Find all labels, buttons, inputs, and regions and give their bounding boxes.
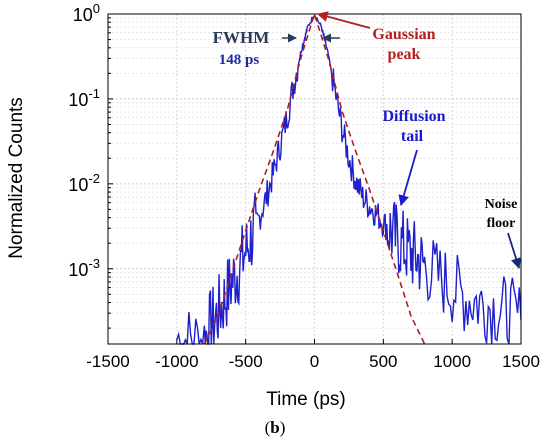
noise-floor-arrow — [507, 232, 522, 270]
grid-lines — [107, 13, 522, 344]
x-tick-label: 0 — [310, 352, 319, 371]
series-layer — [176, 11, 522, 345]
y-tick-label: 10-1 — [68, 86, 100, 110]
annotation-label: peak — [388, 46, 421, 63]
gaussian-fit-curve — [203, 11, 426, 345]
diffusion-tail-arrow — [398, 149, 418, 207]
y-tick-labels: 100 10-1 10-2 10-3 — [68, 1, 100, 280]
x-tick-labels: -1500 -1000 -500 0 500 1000 1500 — [86, 352, 540, 371]
annotation-label: 148 ps — [219, 52, 260, 68]
annotations-layer: FWHM 148 ps Gaussian peak Diffusion tail Noise… — [213, 11, 522, 270]
measured-trace — [176, 14, 522, 345]
caption-label: b — [270, 418, 280, 437]
y-axis-label: Normalized Counts — [6, 97, 27, 259]
y-tick-label: 10-3 — [68, 256, 100, 280]
x-axis-label: Time (ps) — [266, 389, 346, 410]
x-tick-label: 500 — [369, 352, 397, 371]
gaussian-peak-arrow — [316, 11, 371, 29]
annotation-label: Gaussian — [372, 26, 435, 43]
annotation-label: tail — [401, 128, 424, 145]
x-tick-label: -1000 — [155, 352, 198, 371]
figure-caption: (b) — [264, 418, 286, 437]
x-tick-label: 1000 — [433, 352, 471, 371]
annotation-label: Diffusion — [382, 108, 445, 125]
x-tick-label: -1500 — [86, 352, 129, 371]
y-tick-label: 10-2 — [68, 171, 100, 195]
decay-histogram-chart: -1500 -1000 -500 0 500 1000 1500 10010-110-210… — [6, 1, 540, 410]
y-tick-label: 100 — [73, 1, 100, 25]
annotation-label: Noise — [485, 197, 518, 212]
axes-frame — [107, 13, 522, 345]
annotation-label: FWHM — [213, 28, 270, 47]
annotation-label: floor — [487, 216, 516, 231]
x-tick-label: 1500 — [502, 352, 540, 371]
x-tick-label: -500 — [229, 352, 263, 371]
